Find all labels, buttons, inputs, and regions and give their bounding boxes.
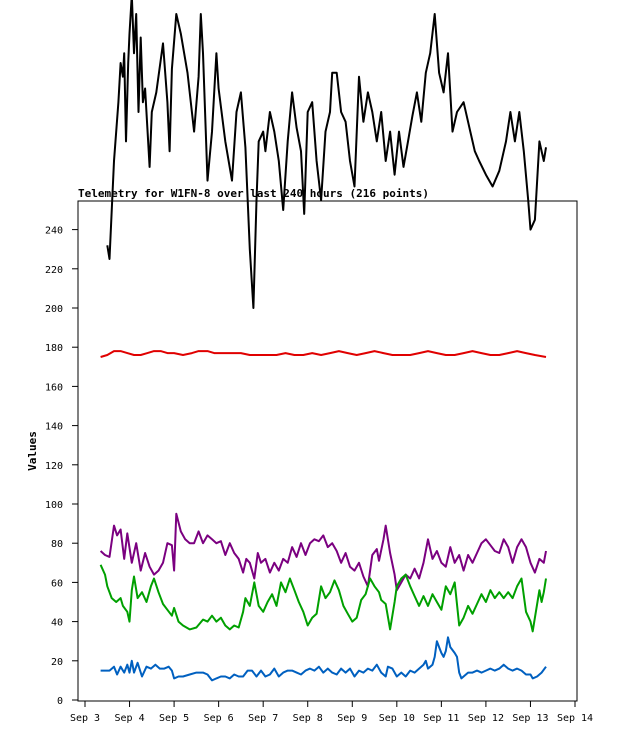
x-tick-label: Sep 11 (423, 713, 459, 724)
series-line-3 (99, 564, 547, 633)
y-tick-label: 80 (51, 539, 63, 550)
y-axis: 0 20 40 60 80 100 120 140 160 180 200 220 240 (45, 226, 78, 707)
y-tick-label: 120 (45, 461, 63, 472)
x-tick-label: Sep 4 (114, 713, 144, 724)
y-tick-label: 0 (57, 696, 63, 707)
y-tick-label: 100 (45, 500, 63, 511)
x-tick-label: Sep 12 (468, 713, 504, 724)
y-axis-label: Values (26, 431, 39, 471)
series-line-1 (100, 350, 547, 358)
y-tick-label: 20 (51, 657, 63, 668)
y-tick-label: 240 (45, 226, 63, 237)
y-tick-label: 40 (51, 618, 63, 629)
x-tick-label: Sep 3 (70, 713, 100, 724)
series-line-2 (99, 512, 547, 592)
x-axis: Sep 3 Sep 4 Sep 5 Sep 6 Sep 7 Sep 8 Sep 9 Sep 1… (70, 701, 593, 724)
series-layer (99, 0, 547, 682)
y-tick-label: 200 (45, 304, 63, 315)
y-tick-label: 180 (45, 343, 63, 354)
y-tick-label: 160 (45, 382, 63, 393)
x-tick-label: Sep 9 (337, 713, 367, 724)
plot-frame (77, 200, 578, 702)
x-tick-label: Sep 5 (159, 713, 189, 724)
y-tick-label: 140 (45, 422, 63, 433)
x-tick-label: Sep 8 (293, 713, 323, 724)
x-tick-label: Sep 6 (204, 713, 234, 724)
series-line-4 (100, 636, 547, 682)
x-tick-label: Sep 10 (379, 713, 415, 724)
y-tick-label: 220 (45, 265, 63, 276)
y-tick-label: 60 (51, 578, 63, 589)
series-line-0 (106, 0, 547, 309)
x-tick-label: Sep 13 (512, 713, 548, 724)
x-tick-label: Sep 14 (557, 713, 593, 724)
x-tick-label: Sep 7 (248, 713, 278, 724)
chart-title: Telemetry for W1FN-8 over last 240 hours… (78, 187, 429, 200)
